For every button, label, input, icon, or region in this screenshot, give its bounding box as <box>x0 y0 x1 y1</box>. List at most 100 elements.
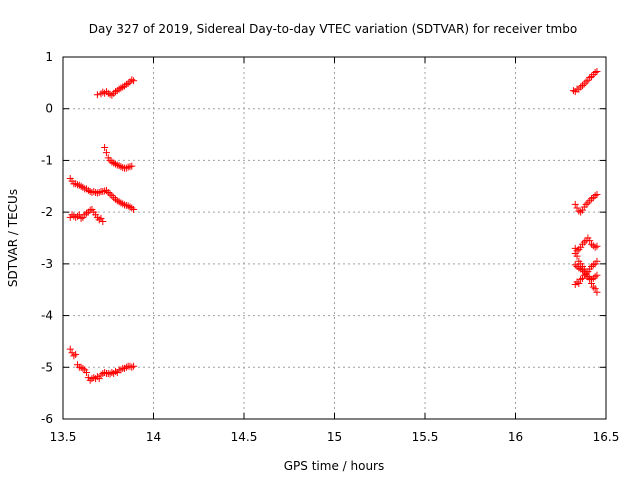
data-point-plus <box>72 213 80 221</box>
data-point-plus <box>115 85 123 93</box>
data-point-plus <box>588 195 596 203</box>
data-point-plus <box>73 181 81 189</box>
data-point-plus <box>582 200 590 208</box>
data-point-plus <box>119 164 127 172</box>
x-tick-label: 14 <box>146 430 161 444</box>
data-point-plus <box>108 158 116 166</box>
data-point-plus <box>101 144 109 151</box>
data-point-plus <box>580 238 588 246</box>
data-point-plus <box>119 83 127 91</box>
data-point-plus <box>126 163 134 171</box>
axis-ticks <box>62 56 607 420</box>
data-point-plus <box>117 366 125 374</box>
y-tick-label: -1 <box>41 153 53 167</box>
data-point-plus <box>571 244 579 252</box>
data-point-plus <box>99 88 107 96</box>
x-tick-labels: 13.5 14 14.5 15 15.5 16 16.5 <box>50 430 620 444</box>
data-point-plus <box>591 243 599 251</box>
series-arc-minus3.2-right <box>571 261 601 283</box>
series-arc-top-right <box>569 67 601 96</box>
data-point-plus <box>77 182 85 190</box>
data-point-plus <box>573 278 581 286</box>
data-point-plus <box>111 88 119 96</box>
data-point-plus <box>121 82 129 90</box>
data-point-plus <box>589 242 597 250</box>
series-arc-minus2-left <box>66 206 107 225</box>
data-point-plus <box>578 274 586 282</box>
data-point-plus <box>106 156 114 164</box>
data-point-plus <box>589 261 597 269</box>
x-tick-label: 15 <box>327 430 342 444</box>
data-point-plus <box>577 243 585 251</box>
data-point-plus <box>573 204 581 212</box>
data-point-plus <box>79 364 87 372</box>
data-point-plus <box>95 188 103 196</box>
data-point-plus <box>99 187 107 195</box>
y-tick-label: -6 <box>41 412 53 426</box>
data-point-plus <box>86 206 94 214</box>
data-point-plus <box>111 367 119 375</box>
data-point-plus <box>93 91 101 99</box>
y-tick-label: -4 <box>41 309 53 323</box>
data-point-plus <box>117 84 125 92</box>
data-point-plus <box>113 197 121 205</box>
data-point-plus <box>577 275 585 283</box>
data-point-plus <box>115 162 123 170</box>
data-point-plus <box>93 189 101 197</box>
data-point-plus <box>586 237 594 245</box>
data-point-plus <box>121 364 129 372</box>
data-point-plus <box>121 201 129 209</box>
data-point-plus <box>122 164 130 172</box>
data-point-plus <box>571 261 579 269</box>
series-arc-minus1-left <box>101 144 136 172</box>
data-point-plus <box>84 186 92 194</box>
data-point-plus <box>102 88 110 96</box>
data-point-plus <box>86 376 94 384</box>
data-point-plus <box>591 192 599 200</box>
data-point-plus <box>571 200 579 208</box>
data-point-plus <box>130 206 138 214</box>
y-tick-label: 1 <box>45 50 53 64</box>
data-point-plus <box>70 352 78 360</box>
y-tick-label: 0 <box>45 102 53 116</box>
chart-title: Day 327 of 2019, Sidereal Day-to-day VTE… <box>89 22 577 36</box>
data-point-plus <box>72 180 80 188</box>
data-point-plus <box>573 252 581 260</box>
data-point-plus <box>83 185 91 193</box>
data-point-plus <box>128 162 136 170</box>
series-arc-minus2-right <box>571 191 601 216</box>
data-point-plus <box>72 350 80 358</box>
data-point-plus <box>111 195 119 203</box>
data-point-plus <box>110 194 118 202</box>
data-point-plus <box>575 280 583 288</box>
x-tick-label: 14.5 <box>231 430 258 444</box>
series-arc-minus5-left <box>66 345 138 384</box>
data-point-plus <box>593 288 601 296</box>
data-point-plus <box>130 77 138 85</box>
data-point-plus <box>75 181 83 189</box>
data-point-plus <box>591 285 599 293</box>
data-point-plus <box>113 161 121 169</box>
y-axis-label: SDTVAR / TECUs <box>6 189 20 287</box>
data-point-plus <box>124 202 132 210</box>
x-tick-label: 16.5 <box>593 430 620 444</box>
data-point-plus <box>110 89 118 97</box>
x-tick-label: 15.5 <box>412 430 439 444</box>
y-tick-labels: -6 -5 -4 -3 -2 -1 0 1 <box>41 50 53 426</box>
data-point-plus <box>95 216 103 224</box>
data-point-plus <box>122 80 130 88</box>
data-point-plus <box>83 368 91 376</box>
data-point-plus <box>130 362 138 370</box>
data-point-plus <box>128 363 136 371</box>
x-tick-label: 16 <box>508 430 523 444</box>
x-axis-label: GPS time / hours <box>284 459 385 473</box>
data-point-plus <box>101 187 109 195</box>
data-point-plus <box>115 198 123 206</box>
data-point-plus <box>126 203 134 211</box>
data-marks <box>66 67 601 384</box>
data-point-plus <box>101 368 109 376</box>
data-point-plus <box>578 206 586 214</box>
grid-lines <box>63 57 606 419</box>
data-point-plus <box>68 211 76 219</box>
